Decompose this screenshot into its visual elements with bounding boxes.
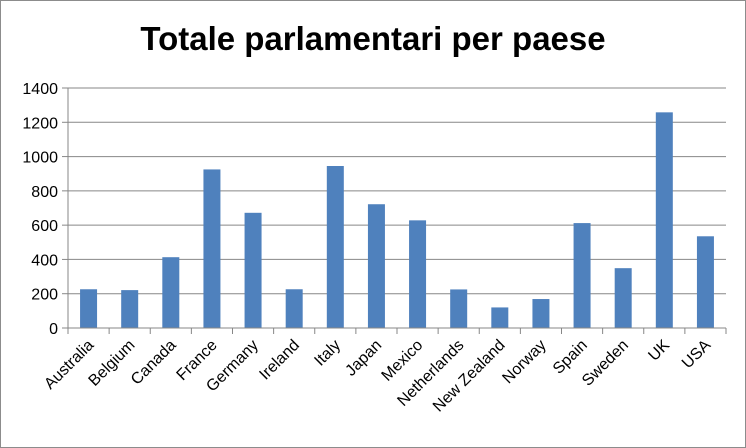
bar (244, 212, 262, 328)
bar (573, 223, 591, 328)
x-tick-label: Sweden (579, 337, 632, 390)
bar (655, 112, 673, 328)
bar (162, 257, 180, 328)
x-tick-label: Belgium (86, 337, 139, 390)
bar (326, 166, 344, 328)
chart-title: Totale parlamentari per paese (140, 20, 606, 57)
bar (121, 290, 139, 328)
bar (367, 204, 385, 328)
x-tick-label: Australia (41, 337, 97, 393)
bar (696, 236, 714, 328)
y-tick-label: 400 (31, 252, 58, 269)
y-tick-label: 200 (31, 287, 58, 304)
x-tick-label: Canada (128, 337, 180, 389)
bar (532, 299, 550, 328)
x-tick-label: New Zealand (430, 337, 509, 416)
x-tick-label: Norway (499, 337, 549, 387)
bar (450, 289, 468, 328)
x-tick-label: Italy (311, 337, 344, 370)
bar (80, 289, 98, 328)
x-tick-label: UK (645, 337, 673, 365)
y-tick-label: 1000 (22, 150, 58, 167)
y-tick-label: 800 (31, 184, 58, 201)
x-tick-label: USA (679, 337, 715, 373)
x-axis: AustraliaBelgiumCanadaFranceGermanyIrela… (41, 327, 727, 416)
y-tick-label: 0 (49, 321, 58, 338)
y-axis: 0 200 400 600 800 1000 1200 1400 (22, 81, 69, 338)
y-tick-label: 600 (31, 218, 58, 235)
x-tick-label: Ireland (256, 337, 303, 384)
bar (203, 169, 221, 328)
bar (409, 220, 427, 328)
bar (285, 289, 303, 328)
bar (491, 307, 509, 328)
bars (80, 112, 714, 328)
y-tick-label: 1200 (22, 115, 58, 132)
bar (614, 268, 632, 328)
y-tick-label: 1400 (22, 81, 58, 98)
